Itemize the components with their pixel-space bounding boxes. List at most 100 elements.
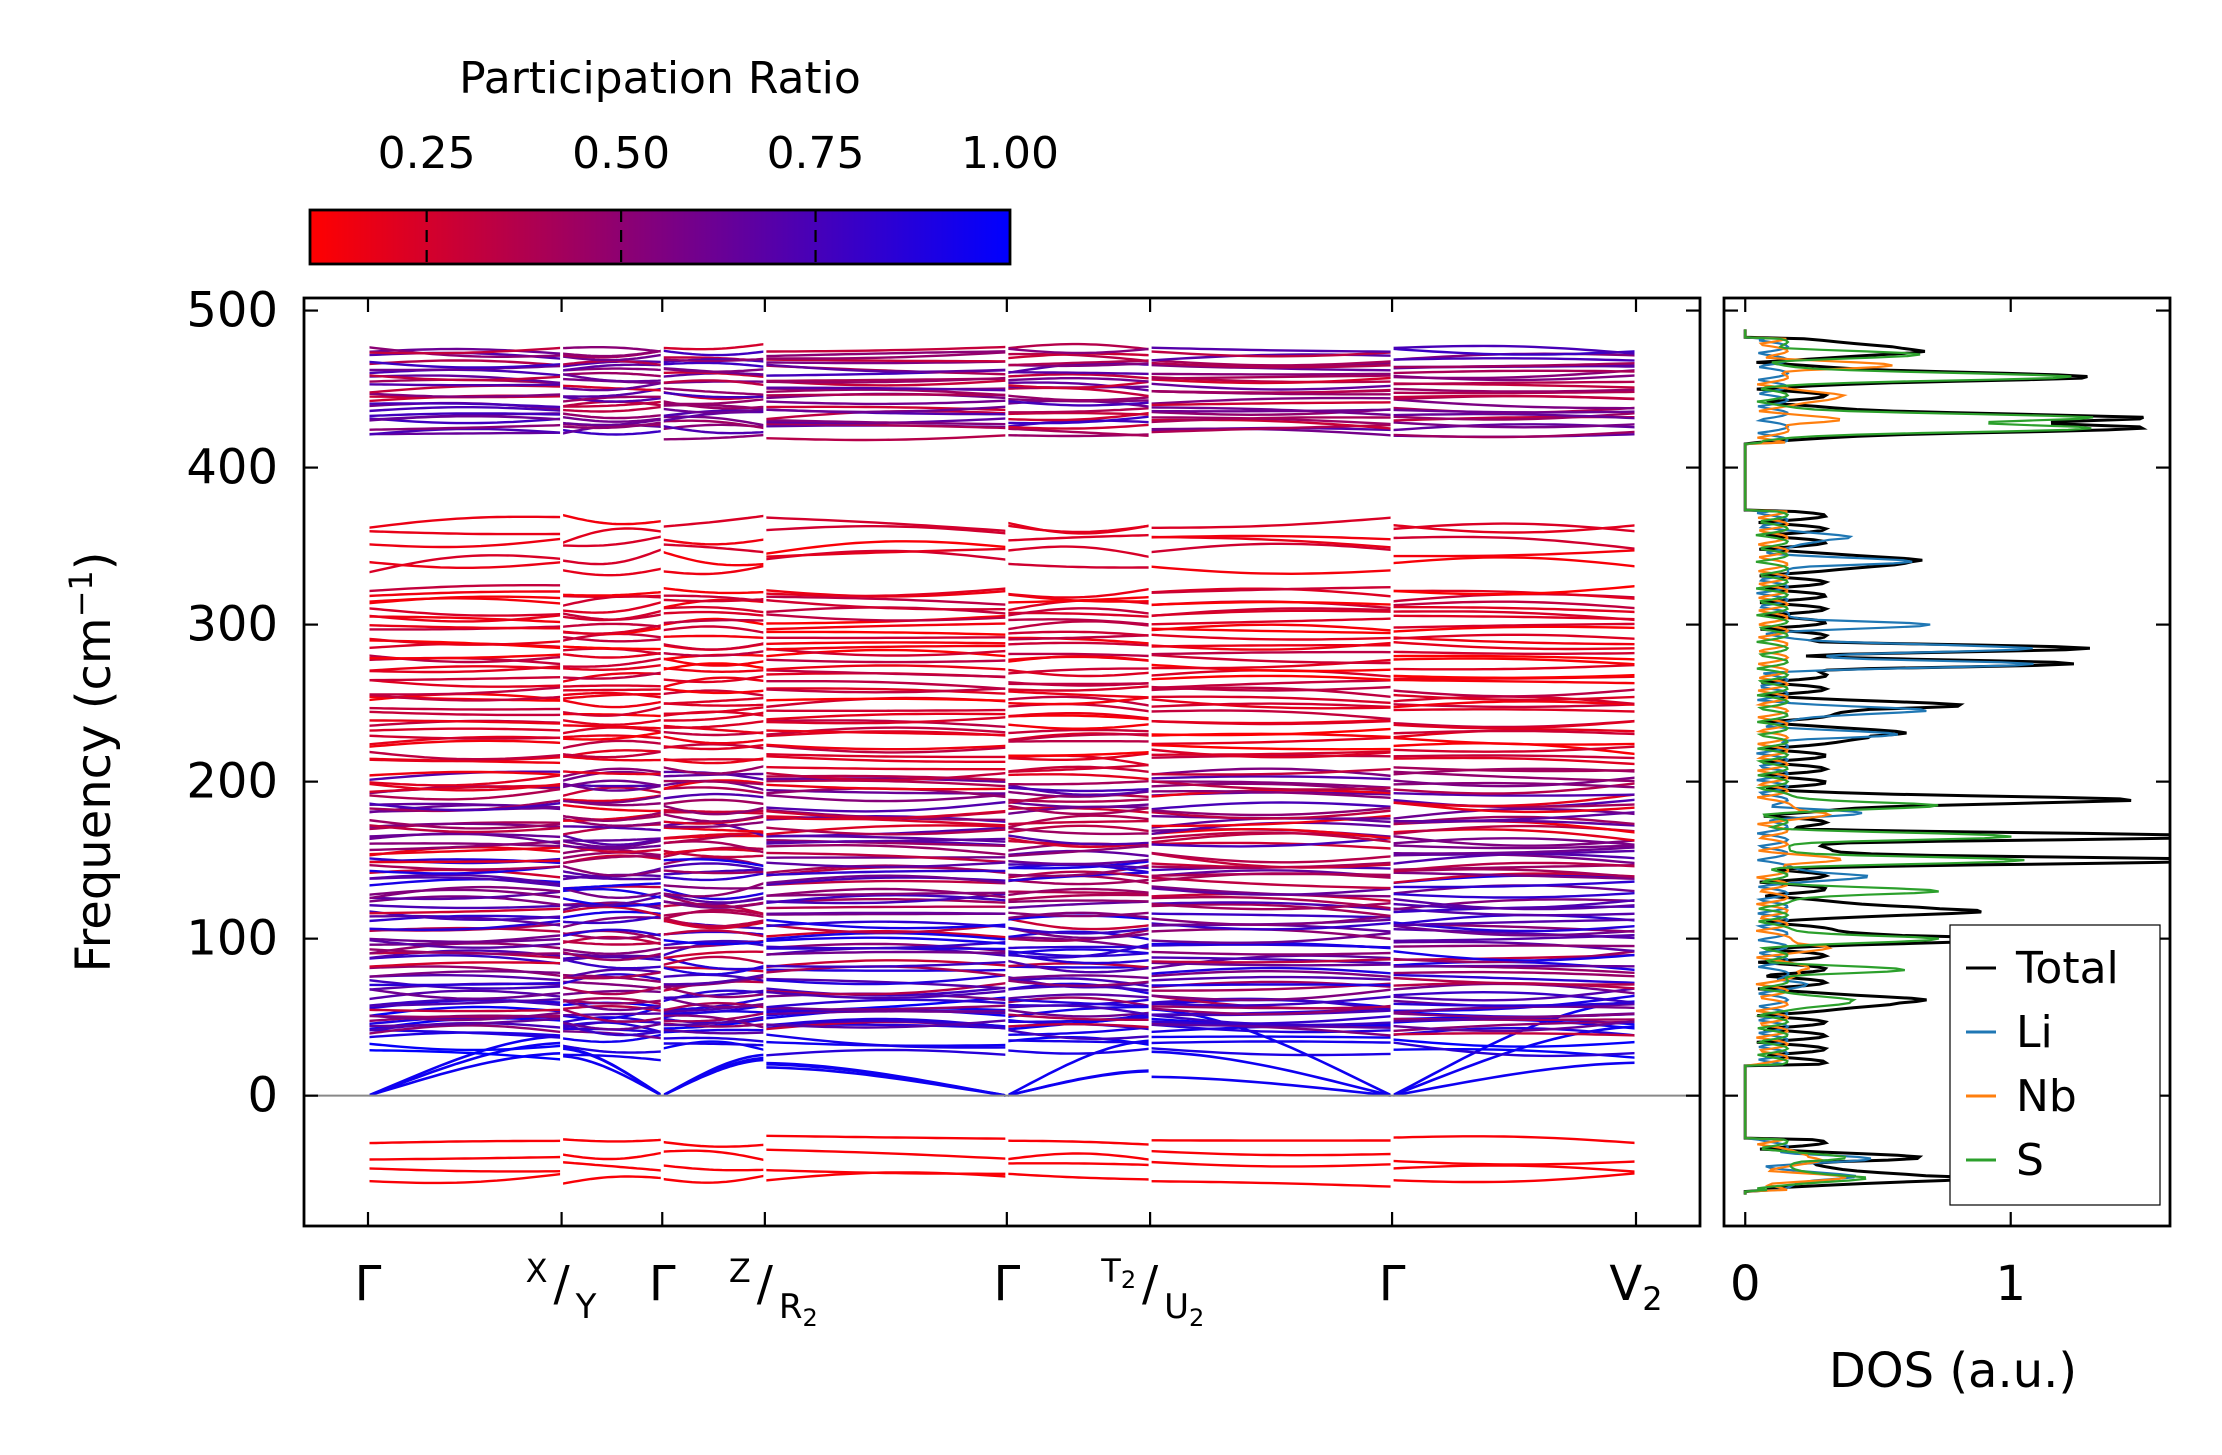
colorbar-bar	[308, 208, 1012, 266]
optical-band-upper	[1006, 723, 1151, 730]
optical-band-upper	[561, 688, 663, 692]
optical-band-top	[1006, 377, 1151, 383]
optical-band-upper	[764, 647, 1007, 657]
optical-band-top	[1392, 344, 1637, 355]
optical-band-mid	[1006, 834, 1151, 846]
optical-band-mid	[662, 779, 765, 786]
optical-band-top	[764, 376, 1007, 384]
optical-band-mid	[561, 957, 663, 970]
optical-band-upper	[1392, 650, 1637, 655]
optical-band-top-low	[1150, 516, 1393, 529]
y-tick-label: 0	[247, 1068, 278, 1124]
optical-band-mid	[1391, 949, 1637, 962]
optical-band-mid	[662, 917, 766, 928]
optical-band-top	[367, 346, 562, 358]
optical-band-top	[1150, 390, 1393, 396]
optical-band-mid	[367, 818, 562, 830]
optical-band-mid	[1149, 994, 1393, 1010]
optical-band-mid	[367, 1011, 562, 1022]
optical-band-upper	[367, 710, 562, 717]
kpoint-label: Z / R2	[729, 1252, 818, 1332]
optical-band-top	[561, 412, 663, 420]
optical-band-upper	[1006, 752, 1151, 761]
optical-band-upper	[662, 666, 765, 674]
optical-band-mid	[662, 938, 765, 946]
optical-band-upper	[662, 711, 766, 722]
optical-band-top-low	[561, 535, 663, 548]
negative-band	[1006, 1162, 1151, 1167]
optical-band-mid	[1006, 786, 1151, 793]
optical-band-top	[662, 371, 766, 379]
optical-band-upper	[764, 636, 1007, 640]
optical-band-upper	[1006, 690, 1151, 699]
optical-band-low	[764, 1033, 1007, 1049]
optical-band-upper	[1392, 700, 1637, 709]
optical-band-mid	[561, 940, 663, 946]
optical-band-upper	[764, 753, 1007, 759]
optical-band-upper	[1006, 682, 1151, 686]
optical-band-mid	[1150, 780, 1393, 789]
optical-band-mid	[367, 840, 562, 852]
optical-band-mid	[561, 782, 663, 792]
optical-band-upper	[662, 641, 766, 651]
optical-band-upper	[1006, 750, 1151, 757]
optical-band-mid	[367, 873, 562, 886]
optical-band-top	[662, 367, 765, 373]
optical-band-mid	[1006, 763, 1151, 773]
optical-band-top-low	[764, 516, 1007, 533]
optical-band-mid	[561, 825, 663, 832]
optical-band-mid	[367, 842, 562, 848]
optical-band-upper	[662, 735, 766, 745]
optical-band-mid	[1006, 800, 1151, 809]
optical-band-upper	[367, 637, 562, 646]
optical-band-upper	[662, 618, 765, 625]
optical-band-mid	[1006, 979, 1151, 987]
optical-band-top-low	[1006, 545, 1151, 559]
optical-band-mid	[367, 904, 562, 910]
optical-band-mid	[764, 809, 1007, 820]
optical-band-mid	[367, 865, 562, 875]
acoustic-band	[661, 1056, 765, 1097]
optical-band-mid	[764, 950, 1007, 956]
optical-band-top	[1150, 406, 1393, 417]
optical-band-mid	[1150, 950, 1393, 956]
optical-band-upper	[1150, 623, 1393, 632]
optical-band-top	[1006, 394, 1151, 402]
optical-band-upper	[1392, 693, 1637, 701]
optical-band-mid	[764, 1019, 1007, 1029]
dos-x-tick-label: 1	[1995, 1256, 2026, 1312]
kpoint-label: Γ	[355, 1256, 382, 1312]
optical-band-upper	[1006, 733, 1151, 742]
negative-band	[561, 1175, 663, 1185]
optical-band-mid	[1006, 948, 1151, 955]
optical-band-upper	[1006, 685, 1151, 692]
optical-band-mid	[764, 981, 1007, 996]
optical-band-top-low	[662, 564, 766, 576]
optical-band-top	[1006, 415, 1151, 425]
optical-band-top	[561, 405, 663, 413]
optical-band-upper	[662, 662, 766, 671]
optical-band-upper	[561, 749, 663, 759]
optical-band-top	[1392, 362, 1637, 369]
optical-band-mid	[1392, 766, 1637, 773]
optical-band-mid	[1006, 974, 1151, 980]
optical-band-upper	[662, 674, 766, 684]
optical-band-upper	[764, 697, 1007, 702]
optical-band-upper	[367, 750, 562, 761]
optical-band-mid	[662, 764, 766, 775]
optical-band-mid	[1392, 880, 1637, 889]
optical-band-mid	[764, 911, 1007, 915]
optical-band-top	[662, 398, 766, 406]
negative-band	[367, 1167, 562, 1173]
optical-band-upper	[1150, 695, 1393, 705]
optical-band-top	[662, 407, 766, 414]
kpoint-label-slash: /	[554, 1256, 571, 1312]
optical-band-mid	[1392, 891, 1637, 899]
optical-band-upper	[1392, 754, 1637, 760]
optical-band-mid	[1391, 801, 1637, 814]
optical-band-top	[764, 393, 1007, 397]
optical-band-upper	[1392, 625, 1637, 633]
optical-band-top	[561, 353, 663, 362]
optical-band-mid	[1150, 876, 1393, 890]
